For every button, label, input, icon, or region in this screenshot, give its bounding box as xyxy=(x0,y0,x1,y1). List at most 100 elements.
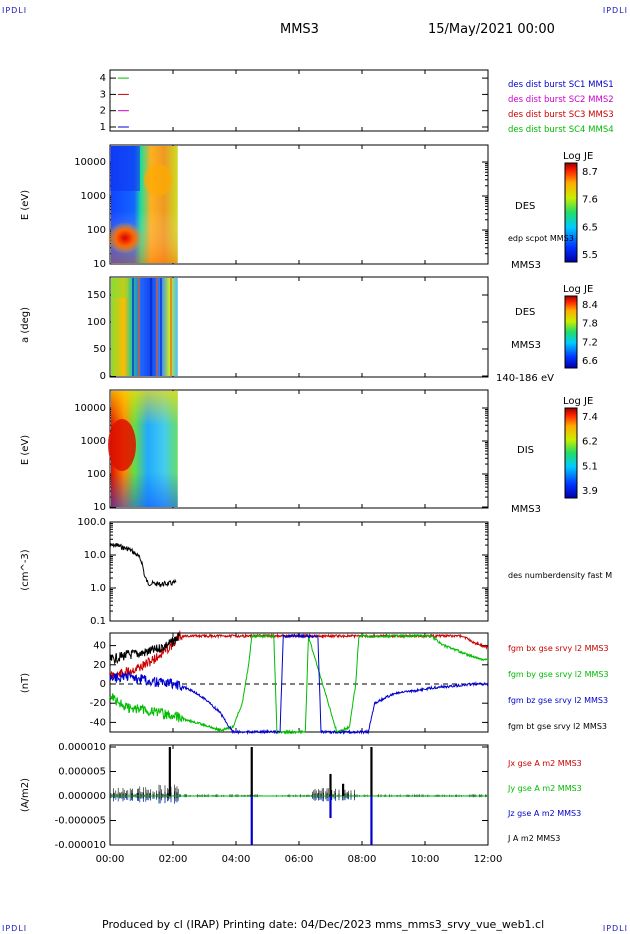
des-pitch-energy-range: 140-186 eV xyxy=(496,373,554,384)
dis-energy-label: DIS xyxy=(517,445,534,456)
des-pitch-colorbar xyxy=(564,295,578,369)
density-panel-ytick-label: 0.1 xyxy=(90,616,106,627)
des-energy-low-flux xyxy=(110,146,140,191)
des-pitch-panel-ytick-label: 0 xyxy=(100,371,106,382)
footer-credits: Produced by cl (IRAP) Printing date: 04/… xyxy=(102,918,545,931)
dis-energy-colorbar xyxy=(564,407,578,499)
density-panel-ytick-label: 100.0 xyxy=(77,517,106,528)
corner-tag-bottom-left: IPDLI xyxy=(2,924,28,933)
des-pitch-sc-label: MMS3 xyxy=(511,340,541,351)
density-series-line xyxy=(109,542,177,588)
burst-panel-ytick-label: 4 xyxy=(100,73,106,84)
des-pitch-colorbar-tick-label: 7.8 xyxy=(582,319,598,330)
dis-energy-colorbar-tick-label: 6.2 xyxy=(582,437,598,448)
density-series-label: des numberdensity fast M xyxy=(508,571,612,580)
bfield-panel-ytick-label: 40 xyxy=(93,641,106,652)
dis-energy-ylabel: E (eV) xyxy=(20,435,31,465)
current-panel-frame xyxy=(109,744,489,846)
density-ylabel: (cm^-3) xyxy=(20,549,31,590)
bfield-panel-ytick-label: 0 xyxy=(100,679,106,690)
des-pitch-patch xyxy=(112,278,128,298)
bfield-series-line xyxy=(109,633,489,735)
dis-energy-sc-label: MMS3 xyxy=(511,504,541,515)
des-pitch-colorbar-title: Log JE xyxy=(563,284,593,295)
dis-energy-hotspot xyxy=(108,419,136,471)
dis-energy-colorbar-title: Log JE xyxy=(563,396,593,407)
burst-panel-ytick-label: 3 xyxy=(100,89,106,100)
bfield-series-line xyxy=(109,632,180,665)
bfield-ylabel: (nT) xyxy=(20,673,31,693)
bfield-series-label: fgm by gse srvy l2 MMS3 xyxy=(508,670,609,679)
des-energy-colorbar-title: Log JE xyxy=(563,151,593,162)
dis-energy-panel-ytick-label: 100 xyxy=(87,469,106,480)
time-axis-tick-label: 04:00 xyxy=(222,854,251,865)
bfield-series-label: fgm bz gse srvy l2 MMS3 xyxy=(508,696,608,705)
des-energy-label: DES xyxy=(515,201,535,212)
time-axis-tick-label: 12:00 xyxy=(474,854,503,865)
des-energy-panel-ytick-label: 10 xyxy=(93,259,106,270)
bfield-series-line xyxy=(109,629,489,682)
burst-legend-entry: des dist burst SC4 MMS4 xyxy=(508,125,614,135)
bfield-panel-ytick-label: -40 xyxy=(90,717,106,728)
des-pitch-panel-ytick-label: 150 xyxy=(87,290,106,301)
des-pitch-stripe xyxy=(160,278,162,376)
des-pitch-stripe xyxy=(132,278,134,376)
des-energy-panel-ytick-label: 100 xyxy=(87,225,106,236)
date-title: 15/May/2021 00:00 xyxy=(428,22,555,37)
corner-tag-top-left: IPDLI xyxy=(2,6,28,15)
density-panel-frame xyxy=(109,521,489,622)
des-pitch-stripe xyxy=(138,278,140,376)
des-pitch-stripe xyxy=(156,278,158,376)
time-axis-tick-label: 00:00 xyxy=(96,854,125,865)
dis-energy-colorbar-tick-label: 7.4 xyxy=(582,412,598,423)
current-panel-ytick-label: -0.000005 xyxy=(55,816,106,827)
bfield-series-label: fgm bt gse srvy l2 MMS3 xyxy=(508,722,607,731)
des-energy-scpot-label: edp scpot MMS3 xyxy=(508,234,574,243)
corner-tag-top-right: IPDLI xyxy=(602,6,628,15)
des-pitch-colorbar-tick-label: 7.2 xyxy=(582,337,598,348)
des-pitch-stripe xyxy=(170,278,172,376)
density-panel-ytick-label: 1.0 xyxy=(90,583,106,594)
dis-energy-colorbar-tick-label: 5.1 xyxy=(582,461,598,472)
des-pitch-stripe xyxy=(150,278,152,376)
des-energy-hotspot xyxy=(144,164,172,196)
des-energy-colorbar-tick-label: 6.5 xyxy=(582,222,598,233)
burst-legend-entry: des dist burst SC1 MMS1 xyxy=(508,80,614,90)
des-pitch-ylabel: a (deg) xyxy=(20,307,31,343)
time-axis-tick-label: 08:00 xyxy=(348,854,377,865)
dis-energy-colorbar-tick-label: 3.9 xyxy=(582,486,598,497)
des-pitch-colorbar-tick-label: 8.4 xyxy=(582,300,598,311)
des-energy-colorbar-tick-label: 7.6 xyxy=(582,195,598,206)
current-noise-band xyxy=(110,784,487,799)
current-panel-ytick-label: 0.000010 xyxy=(58,742,106,753)
des-energy-hotspot xyxy=(107,222,143,254)
burst-legend-entry: des dist burst SC3 MMS3 xyxy=(508,110,614,120)
corner-tag-bottom-right: IPDLI xyxy=(602,924,628,933)
des-energy-sc-label: MMS3 xyxy=(511,260,541,271)
current-panel-ytick-label: -0.000010 xyxy=(55,840,106,851)
current-series-label: Jz gse A m2 MMS3 xyxy=(507,809,581,818)
bfield-series-label: fgm bx gse srvy l2 MMS3 xyxy=(508,644,609,653)
des-pitch-panel-ytick-label: 100 xyxy=(87,317,106,328)
bfield-panel-ytick-label: -20 xyxy=(90,698,106,709)
des-energy-colorbar xyxy=(564,162,578,263)
burst-panel-ytick-label: 2 xyxy=(100,106,106,117)
bfield-series-line xyxy=(109,633,489,736)
des-pitch-panel-ytick-label: 50 xyxy=(93,344,106,355)
burst-panel-frame xyxy=(109,69,489,132)
des-pitch-colorbar-tick-label: 6.6 xyxy=(582,356,598,367)
current-series-label: Jx gse A m2 MMS3 xyxy=(507,759,582,768)
dis-energy-panel-ytick-label: 1000 xyxy=(81,436,106,447)
time-axis-tick-label: 10:00 xyxy=(411,854,440,865)
des-energy-ylabel: E (eV) xyxy=(20,190,31,220)
density-panel-ytick-label: 10.0 xyxy=(84,550,106,561)
dis-energy-panel-ytick-label: 10000 xyxy=(74,403,106,414)
current-series-label: Jy gse A m2 MMS3 xyxy=(507,784,582,793)
des-pitch-label: DES xyxy=(515,307,535,318)
dis-energy-panel-ytick-label: 10 xyxy=(93,502,106,513)
des-energy-colorbar-tick-label: 8.7 xyxy=(582,167,598,178)
time-axis-tick-label: 06:00 xyxy=(285,854,314,865)
des-energy-panel-ytick-label: 10000 xyxy=(74,157,106,168)
spacecraft-title: MMS3 xyxy=(280,22,319,37)
